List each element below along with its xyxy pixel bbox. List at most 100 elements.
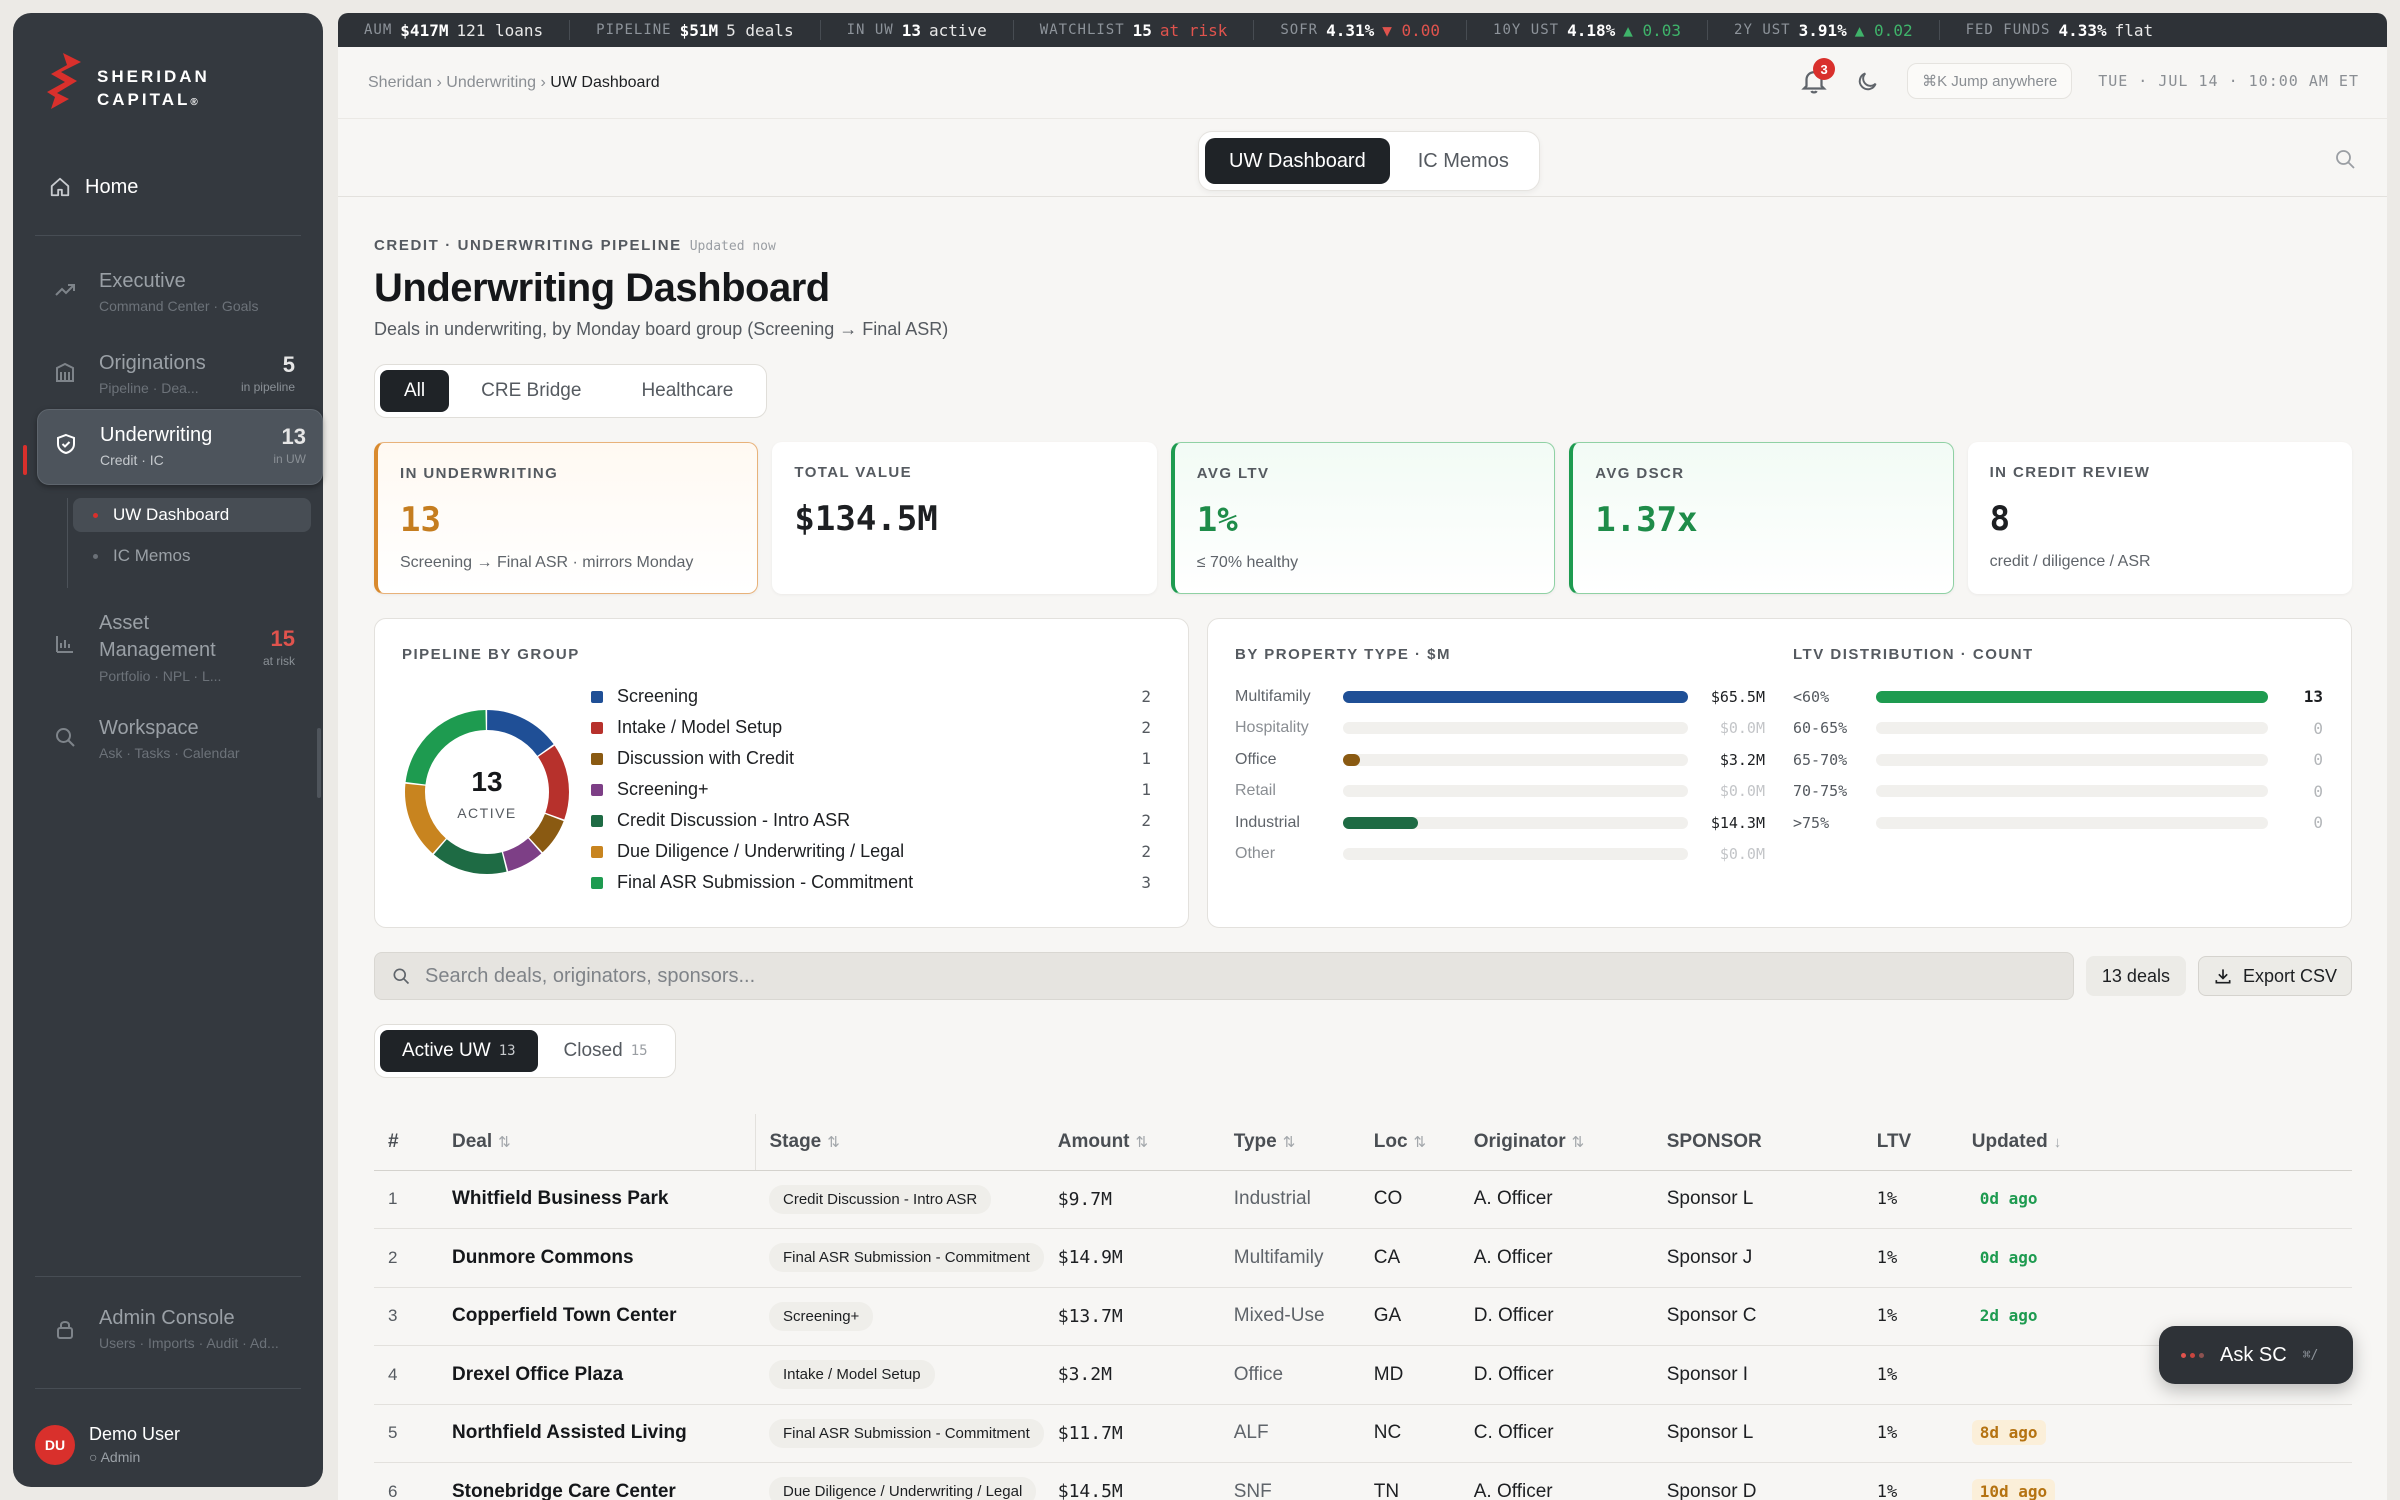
column-header[interactable]: Type ⇅ bbox=[1219, 1114, 1360, 1171]
legend-label: Discussion with Credit bbox=[617, 748, 795, 768]
nav-asset-management[interactable]: Asset Management Portfolio · NPL · L... … bbox=[37, 596, 311, 696]
table-cell: Screening+ bbox=[755, 1287, 1044, 1346]
property-type-row[interactable]: Industrial $14.3M bbox=[1235, 807, 1765, 839]
table-row[interactable]: 3 Copperfield Town Center Screening+ $13.7M… bbox=[374, 1287, 2352, 1346]
sort-icon[interactable]: ⇅ bbox=[1282, 1133, 1296, 1151]
column-header[interactable]: Amount ⇅ bbox=[1043, 1114, 1220, 1171]
table-row[interactable]: 1 Whitfield Business Park Credit Discussio… bbox=[374, 1170, 2352, 1229]
view-switch: UW Dashboard IC Memos bbox=[1198, 131, 1540, 191]
view-ic-memos[interactable]: IC Memos bbox=[1417, 149, 1509, 172]
search-input[interactable]: Search deals, originators, sponsors... bbox=[425, 964, 756, 987]
ltv-row[interactable]: <60% 13 bbox=[1793, 681, 2323, 713]
column-header-label: # bbox=[388, 1130, 399, 1152]
legend-item[interactable]: Credit Discussion - Intro ASR 2 bbox=[591, 805, 1151, 836]
donut-slice[interactable] bbox=[405, 710, 569, 874]
kpi-total-value[interactable]: TOTAL VALUE $134.5M bbox=[772, 442, 1157, 594]
legend-item[interactable]: Due Diligence / Underwriting / Legal 2 bbox=[591, 836, 1151, 867]
property-type-row[interactable]: Other $0.0M bbox=[1235, 839, 1765, 871]
tab-closed[interactable]: Closed 15 bbox=[542, 1030, 670, 1072]
subnav-ic-memos[interactable]: IC Memos bbox=[73, 539, 311, 573]
nav-executive[interactable]: Executive Command Center · Goals bbox=[37, 256, 311, 336]
legend-item[interactable]: Intake / Model Setup 2 bbox=[591, 712, 1151, 743]
column-header[interactable]: Deal ⇅ bbox=[438, 1114, 755, 1171]
property-type-row[interactable]: Retail $0.0M bbox=[1235, 776, 1765, 808]
breadcrumb-root[interactable]: Sheridan bbox=[368, 73, 433, 91]
table-row[interactable]: 5 Northfield Assisted Living Final ASR Sub… bbox=[374, 1404, 2352, 1463]
ltv-bucket-label: 65-70% bbox=[1793, 750, 1848, 769]
breadcrumb-section[interactable]: Underwriting bbox=[446, 73, 537, 91]
brand-logo[interactable]: SHERIDAN CAPITAL® bbox=[47, 41, 287, 121]
sort-icon[interactable]: ⇅ bbox=[827, 1133, 840, 1151]
ask-sc-button[interactable]: Ask SC ⌘/ bbox=[2159, 1326, 2353, 1384]
view-uw-dashboard[interactable]: UW Dashboard bbox=[1205, 138, 1390, 184]
jump-anywhere-button[interactable]: ⌘K Jump anywhere bbox=[1907, 63, 2073, 99]
tab-active-uw[interactable]: Active UW 13 bbox=[380, 1030, 538, 1072]
table-cell: 2 bbox=[374, 1228, 438, 1288]
donut-slice[interactable] bbox=[405, 710, 569, 874]
nav-asset-management-count: 15 bbox=[270, 626, 295, 651]
property-type-row[interactable]: Office $3.2M bbox=[1235, 744, 1765, 776]
sort-desc-icon[interactable]: ↓ bbox=[2053, 1133, 2062, 1151]
filter-cre-bridge[interactable]: CRE Bridge bbox=[481, 380, 582, 401]
notifications-button[interactable]: 3 bbox=[1799, 58, 1836, 96]
ltv-row[interactable]: 60-65% 0 bbox=[1793, 713, 2323, 745]
ticker-extra: at risk bbox=[1159, 20, 1228, 40]
nav-underwriting-count-label: in UW bbox=[273, 452, 306, 466]
bar-chart-icon bbox=[56, 636, 73, 653]
kpi-note: credit / diligence / ASR bbox=[1989, 553, 2151, 570]
nav-executive-title: Executive bbox=[99, 270, 186, 292]
avatar: DU bbox=[35, 1424, 75, 1465]
ticker-value: $51M bbox=[679, 20, 719, 40]
nav-workspace[interactable]: Workspace Ask · Tasks · Calendar bbox=[37, 703, 311, 783]
building-icon bbox=[56, 362, 74, 382]
legend-item[interactable]: Discussion with Credit 1 bbox=[591, 743, 1151, 774]
ltv-row[interactable]: >75% 0 bbox=[1793, 807, 2323, 839]
tab-closed-label: Closed bbox=[563, 1040, 623, 1061]
sort-icon[interactable]: ⇅ bbox=[498, 1133, 511, 1151]
export-csv-button[interactable]: Export CSV bbox=[2197, 956, 2353, 996]
legend-count: 3 bbox=[1141, 873, 1151, 892]
filter-all[interactable]: All bbox=[380, 370, 450, 412]
nav-admin-console[interactable]: Admin Console Users · Imports · Audit · … bbox=[37, 1293, 311, 1373]
moon-icon[interactable] bbox=[1855, 68, 1881, 94]
nav-underwriting[interactable]: Underwriting Credit · IC 13 in UW bbox=[37, 409, 323, 485]
search-icon[interactable] bbox=[2333, 147, 2357, 171]
kpi-value: 13 bbox=[400, 500, 441, 540]
column-header[interactable]: Updated ↓ bbox=[1957, 1114, 2352, 1171]
kpi-credit-review[interactable]: IN CREDIT REVIEW 8 credit / diligence / … bbox=[1967, 442, 2352, 594]
sort-icon[interactable]: ⇅ bbox=[1413, 1133, 1427, 1151]
kpi-avg-ltv[interactable]: AVG LTV 1% ≤ 70% healthy bbox=[1170, 442, 1556, 594]
property-type-row[interactable]: Hospitality $0.0M bbox=[1235, 713, 1765, 745]
legend-item[interactable]: Screening+ 1 bbox=[591, 774, 1151, 805]
kpi-in-underwriting[interactable]: IN UNDERWRITING 13 Screening → Final ASR… bbox=[374, 442, 759, 594]
kpi-avg-dscr[interactable]: AVG DSCR 1.37x bbox=[1569, 442, 1954, 594]
legend-item[interactable]: Screening 2 bbox=[591, 681, 1151, 712]
donut-slice[interactable] bbox=[405, 710, 569, 874]
ltv-row[interactable]: 70-75% 0 bbox=[1793, 776, 2323, 808]
nav-home[interactable]: Home bbox=[35, 165, 305, 209]
nav-executive-sub: Command Center · Goals bbox=[99, 298, 259, 314]
subnav-uw-dashboard[interactable]: UW Dashboard bbox=[73, 498, 311, 532]
property-type-row[interactable]: Multifamily $65.5M bbox=[1235, 681, 1765, 713]
table-row[interactable]: 4 Drexel Office Plaza Intake / Model Setup… bbox=[374, 1345, 2352, 1405]
legend-label: Intake / Model Setup bbox=[617, 717, 783, 737]
table-row[interactable]: 6 Stonebridge Care Center Due Diligence / … bbox=[374, 1462, 2352, 1500]
column-header[interactable]: Stage ⇅ bbox=[754, 1114, 1044, 1171]
column-header-label: LTV bbox=[1876, 1130, 1912, 1152]
table-cell: Sponsor J bbox=[1652, 1228, 1863, 1288]
legend-item[interactable]: Final ASR Submission - Commitment 3 bbox=[591, 867, 1151, 898]
sort-icon[interactable]: ⇅ bbox=[1135, 1133, 1149, 1151]
table-cell: 1 bbox=[374, 1170, 438, 1229]
user-profile[interactable]: DU Demo User ○ Admin bbox=[35, 1424, 180, 1465]
sidebar-scrollbar[interactable] bbox=[317, 728, 321, 798]
column-header[interactable]: Loc ⇅ bbox=[1359, 1114, 1460, 1171]
nav-originations[interactable]: Originations Pipeline · Dea... 5 in pipel… bbox=[37, 338, 311, 418]
column-header[interactable]: Originator ⇅ bbox=[1459, 1114, 1653, 1171]
table-row[interactable]: 2 Dunmore Commons Final ASR Submission - C… bbox=[374, 1228, 2352, 1288]
column-header-label: Loc bbox=[1373, 1130, 1408, 1152]
ltv-row[interactable]: 65-70% 0 bbox=[1793, 744, 2323, 776]
filter-healthcare[interactable]: Healthcare bbox=[641, 380, 734, 401]
ltv-track bbox=[1876, 753, 2268, 766]
deal-search[interactable]: Search deals, originators, sponsors... bbox=[374, 952, 2074, 1000]
sort-icon[interactable]: ⇅ bbox=[1571, 1133, 1585, 1151]
